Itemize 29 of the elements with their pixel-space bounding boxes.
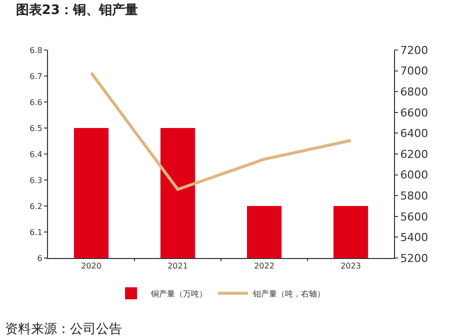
y2-tick-label: 5200	[400, 252, 428, 265]
y2-tick-label: 6000	[400, 168, 428, 182]
y2-tick-label: 7000	[400, 64, 428, 78]
y2-tick-label: 6800	[400, 85, 428, 98]
x-tick-label: 2020	[81, 262, 102, 271]
y2-tick-label: 5600	[400, 210, 428, 224]
legend-label: 铜产量（万吨）	[150, 289, 207, 298]
y-tick-label: 6.3	[30, 176, 42, 185]
y-tick-label: 6.7	[30, 72, 42, 81]
y-tick-label: 6.8	[30, 46, 42, 55]
x-tick-label: 2021	[168, 262, 188, 271]
x-tick-label: 2023	[340, 262, 361, 271]
y2-tick-label: 7200	[400, 44, 428, 57]
y2-tick-label: 5800	[400, 189, 428, 202]
y2-tick-label: 6200	[400, 148, 428, 161]
text: 资料来源：公司公告	[5, 322, 122, 336]
y-tick-label: 6.6	[30, 98, 42, 107]
chart-title: 图表23：铜、钼产量	[16, 2, 138, 18]
y2-tick-label: 6600	[400, 106, 428, 120]
legend-label: 钼产量（吨，右轴）	[252, 289, 325, 298]
y2-tick-label: 5400	[400, 231, 428, 244]
y-tick-label: 6.1	[30, 228, 42, 237]
y-tick-label: 6	[37, 254, 42, 263]
line-series	[90, 71, 352, 191]
y-tick-label: 6.5	[30, 124, 42, 133]
x-tick-label: 2022	[254, 262, 274, 271]
y-tick-label: 6.4	[30, 150, 42, 159]
y-tick-label: 6.2	[30, 202, 42, 211]
y2-tick-label: 6400	[400, 127, 428, 140]
